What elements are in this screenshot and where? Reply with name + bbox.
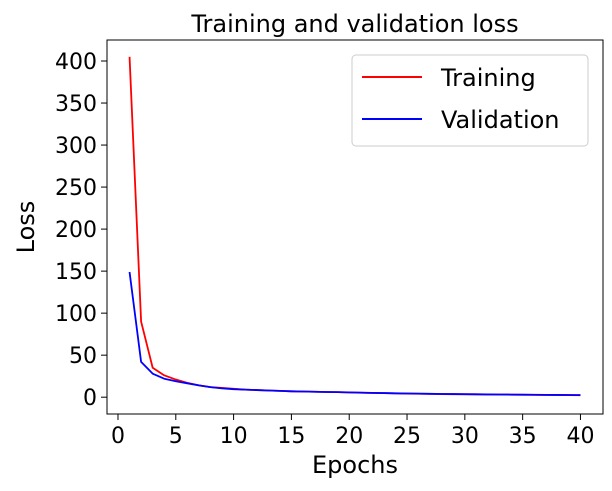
legend-label-training: Training <box>440 64 536 92</box>
y-tick-label: 100 <box>55 302 97 327</box>
chart-title: Training and validation loss <box>190 10 518 38</box>
y-tick-label: 350 <box>55 92 97 117</box>
plot-frame <box>106 39 604 415</box>
x-axis-label: Epochs <box>312 451 398 479</box>
y-tick-label: 200 <box>55 218 97 243</box>
y-tick-label: 50 <box>69 344 97 369</box>
x-tick-label: 25 <box>393 424 421 449</box>
y-tick-label: 150 <box>55 260 97 285</box>
x-tick-label: 35 <box>509 424 537 449</box>
y-tick-label: 250 <box>55 176 97 201</box>
y-axis-ticks: 0 50 100 150 200 250 300 350 400 <box>55 50 107 411</box>
x-tick-label: 5 <box>169 424 183 449</box>
series-line-validation <box>128 271 581 396</box>
x-tick-label: 10 <box>220 424 248 449</box>
x-tick-label: 15 <box>277 424 305 449</box>
legend: Training Validation <box>351 54 589 147</box>
x-tick-label: 40 <box>566 424 594 449</box>
x-tick-label: 20 <box>335 424 363 449</box>
legend-label-validation: Validation <box>441 106 560 134</box>
y-tick-label: 0 <box>83 386 97 411</box>
x-tick-label: 0 <box>111 424 125 449</box>
y-axis-label: Loss <box>12 201 40 254</box>
x-tick-label: 30 <box>451 424 479 449</box>
x-axis-ticks: 0 5 10 15 20 25 30 35 40 <box>111 414 594 449</box>
y-tick-label: 400 <box>55 50 97 75</box>
y-tick-label: 300 <box>55 134 97 159</box>
series-lines <box>128 56 581 397</box>
